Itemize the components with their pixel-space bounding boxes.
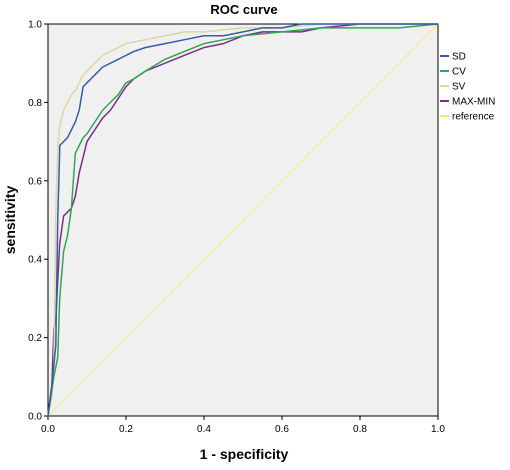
legend: SD CV SV MAX-MIN reference	[440, 52, 495, 123]
y-tick-label: 0.6	[28, 176, 42, 187]
legend-label: MAX-MIN	[452, 97, 495, 108]
y-axis-ticks: 0.0 0.2 0.4 0.6 0.8 1.0	[28, 20, 48, 423]
x-tick-label: 1.0	[431, 424, 445, 435]
chart-title: ROC curve	[210, 2, 277, 17]
x-tick-label: 0.6	[275, 424, 289, 435]
legend-label: SD	[452, 52, 466, 63]
y-tick-label: 0.0	[28, 412, 42, 423]
y-tick-label: 0.8	[28, 98, 42, 109]
legend-label: reference	[452, 112, 495, 123]
x-axis-ticks: 0.0 0.2 0.4 0.6 0.8 1.0	[41, 416, 445, 435]
y-tick-label: 0.4	[28, 255, 42, 266]
x-tick-label: 0.8	[353, 424, 367, 435]
y-tick-label: 0.2	[28, 333, 42, 344]
series-line-sd	[47, 23, 438, 417]
x-tick-label: 0.4	[197, 424, 211, 435]
legend-label: SV	[452, 82, 466, 93]
series-line-cv	[47, 23, 439, 417]
series-lines	[47, 23, 439, 417]
x-axis-label: 1 - specificity	[200, 446, 289, 462]
y-axis-label: sensitivity	[2, 186, 18, 255]
x-tick-label: 0.0	[41, 424, 55, 435]
legend-label: CV	[452, 67, 466, 78]
series-line-reference	[47, 23, 439, 417]
y-tick-label: 1.0	[28, 20, 42, 31]
x-tick-label: 0.2	[119, 424, 133, 435]
